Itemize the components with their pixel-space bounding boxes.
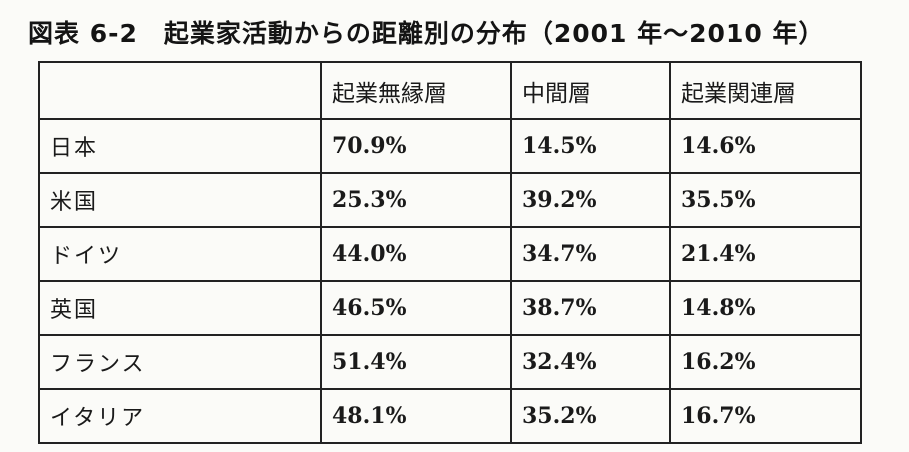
value-cell: 32.4% [510,334,671,390]
distribution-table: 起業無縁層 中間層 起業関連層 日本 70.9% 14.5% 14.6% 米国 … [38,61,862,444]
country-cell: 日本 [38,118,322,174]
value-cell: 14.6% [669,118,862,174]
value-cell: 39.2% [510,172,671,228]
value-cell: 46.5% [320,280,512,336]
value-cell: 16.2% [669,334,862,390]
country-cell: 米国 [38,172,322,228]
country-cell: ドイツ [38,226,322,282]
table-row: 日本 70.9% 14.5% 14.6% [38,118,862,174]
table-row: イタリア 48.1% 35.2% 16.7% [38,388,862,444]
header-related-layer: 起業関連層 [669,61,862,120]
value-cell: 25.3% [320,172,512,228]
header-corner-cell [38,61,322,120]
value-cell: 14.8% [669,280,862,336]
value-cell: 14.5% [510,118,671,174]
table-row: 英国 46.5% 38.7% 14.8% [38,280,862,336]
value-cell: 21.4% [669,226,862,282]
table-row: 米国 25.3% 39.2% 35.5% [38,172,862,228]
table-row: フランス 51.4% 32.4% 16.2% [38,334,862,390]
value-cell: 44.0% [320,226,512,282]
table-row: ドイツ 44.0% 34.7% 21.4% [38,226,862,282]
value-cell: 16.7% [669,388,862,444]
value-cell: 38.7% [510,280,671,336]
figure-caption: 図表 6-2 起業家活動からの距離別の分布（2001 年〜2010 年） [28,19,825,48]
header-unrelated-layer: 起業無縁層 [320,61,512,120]
value-cell: 70.9% [320,118,512,174]
header-middle-layer: 中間層 [510,61,671,120]
value-cell: 48.1% [320,388,512,444]
country-cell: イタリア [38,388,322,444]
value-cell: 35.5% [669,172,862,228]
value-cell: 51.4% [320,334,512,390]
country-cell: 英国 [38,280,322,336]
country-cell: フランス [38,334,322,390]
value-cell: 35.2% [510,388,671,444]
value-cell: 34.7% [510,226,671,282]
table-header-row: 起業無縁層 中間層 起業関連層 [38,61,862,120]
